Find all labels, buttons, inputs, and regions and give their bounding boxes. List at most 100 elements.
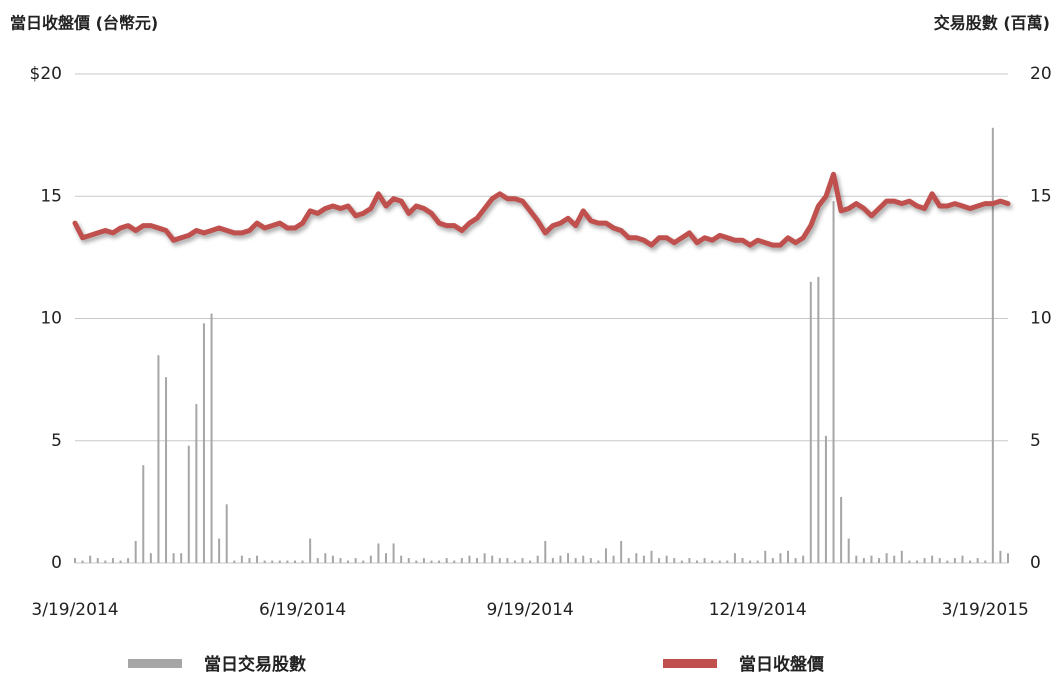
volume-bar [180, 553, 183, 563]
volume-bar [210, 313, 213, 563]
volume-bar [134, 540, 137, 563]
volume-bar [604, 548, 607, 563]
volume-bar [620, 540, 623, 563]
volume-bar [127, 558, 130, 563]
volume-bar [324, 553, 327, 563]
x-tick-label: 3/19/2014 [31, 600, 118, 620]
volume-bar [240, 555, 243, 563]
volume-bar [718, 560, 721, 563]
y-tick-label: 5 [51, 431, 62, 451]
x-tick-label: 9/19/2014 [487, 600, 574, 620]
volume-bar [771, 558, 774, 563]
x-tick-label: 3/19/2015 [942, 600, 1029, 620]
volume-bar [953, 558, 956, 563]
volume-bar [802, 555, 805, 563]
volume-bar [149, 553, 152, 563]
y-tick-label: $20 [30, 64, 62, 84]
volume-bar [202, 323, 205, 563]
volume-bar [650, 550, 653, 563]
volume-bar [893, 555, 896, 563]
volume-bar [422, 558, 425, 563]
volume-bar [377, 543, 380, 563]
legend-label: 當日交易股數 [204, 654, 306, 675]
volume-bar [878, 558, 881, 563]
volume-bar [809, 281, 812, 563]
volume-bar [938, 558, 941, 563]
volume-bar [733, 553, 736, 563]
volume-bar [468, 555, 471, 563]
volume-bar [817, 276, 820, 563]
volume-bar [832, 201, 835, 563]
volume-bar [278, 560, 281, 563]
volume-bar [89, 555, 92, 563]
volume-bar [415, 560, 418, 563]
volume-bar [787, 550, 790, 563]
volume-bar [498, 558, 501, 563]
volume-bar [582, 555, 585, 563]
y2-tick-label: 0 [1030, 553, 1041, 573]
volume-bar [741, 558, 744, 563]
volume-bar [908, 560, 911, 563]
volume-bar [286, 560, 289, 563]
volume-bar [233, 560, 236, 563]
volume-bar [931, 555, 934, 563]
volume-bar [855, 555, 858, 563]
volume-bar [885, 553, 888, 563]
volume-bar [316, 558, 319, 563]
volume-bar [111, 558, 114, 563]
volume-bar [658, 558, 661, 563]
volume-bar [339, 558, 342, 563]
volume-bar [445, 558, 448, 563]
volume-bar [218, 538, 221, 563]
volume-bar [438, 560, 441, 563]
volume-bar [119, 560, 122, 563]
volume-bar [483, 553, 486, 563]
volume-bar [764, 550, 767, 563]
y2-tick-label: 5 [1030, 431, 1041, 451]
volume-bar [309, 538, 312, 563]
volume-bar [794, 558, 797, 563]
y2-axis-title: 交易股數 (百萬) [934, 14, 1050, 33]
volume-bar [665, 555, 668, 563]
volume-bar [172, 553, 175, 563]
volume-bar [96, 558, 99, 563]
volume-bar [331, 555, 334, 563]
volume-bar [847, 538, 850, 563]
price-line [72, 171, 1011, 248]
volume-bar [187, 445, 190, 563]
volume-bar [589, 558, 592, 563]
volume-bar [385, 553, 387, 563]
y-tick-label: 10 [40, 309, 62, 329]
volume-bar [529, 560, 532, 563]
volume-bar [976, 558, 979, 563]
volume-bar [392, 543, 395, 563]
volume-bar [400, 555, 403, 563]
volume-bar [104, 560, 107, 563]
volume-bar [142, 465, 145, 563]
volume-bar [362, 560, 365, 563]
volume-bar [354, 558, 357, 563]
legend-label: 當日收盤價 [739, 654, 825, 675]
volume-bar [347, 560, 350, 563]
y-axis-title: 當日收盤價 (台幣元) [10, 14, 158, 33]
volume-bar [476, 558, 479, 563]
volume-bar [407, 558, 410, 563]
volume-bar [680, 560, 683, 563]
volume-bar [157, 355, 160, 563]
volume-bar [703, 558, 706, 563]
legend-swatch [663, 659, 717, 668]
volume-bar [513, 560, 516, 563]
volume-bar [961, 555, 964, 563]
volume-bar [1007, 553, 1009, 563]
volume-bar [900, 550, 903, 563]
volume-bar [369, 555, 372, 563]
volume-bar [536, 555, 539, 563]
volume-bar [915, 560, 918, 563]
volume-bar [74, 558, 76, 563]
volume-bar [749, 560, 752, 563]
volume-bar [597, 560, 600, 563]
volume-bar [612, 555, 615, 563]
volume-bar [81, 560, 84, 563]
volume-bar [696, 560, 698, 563]
